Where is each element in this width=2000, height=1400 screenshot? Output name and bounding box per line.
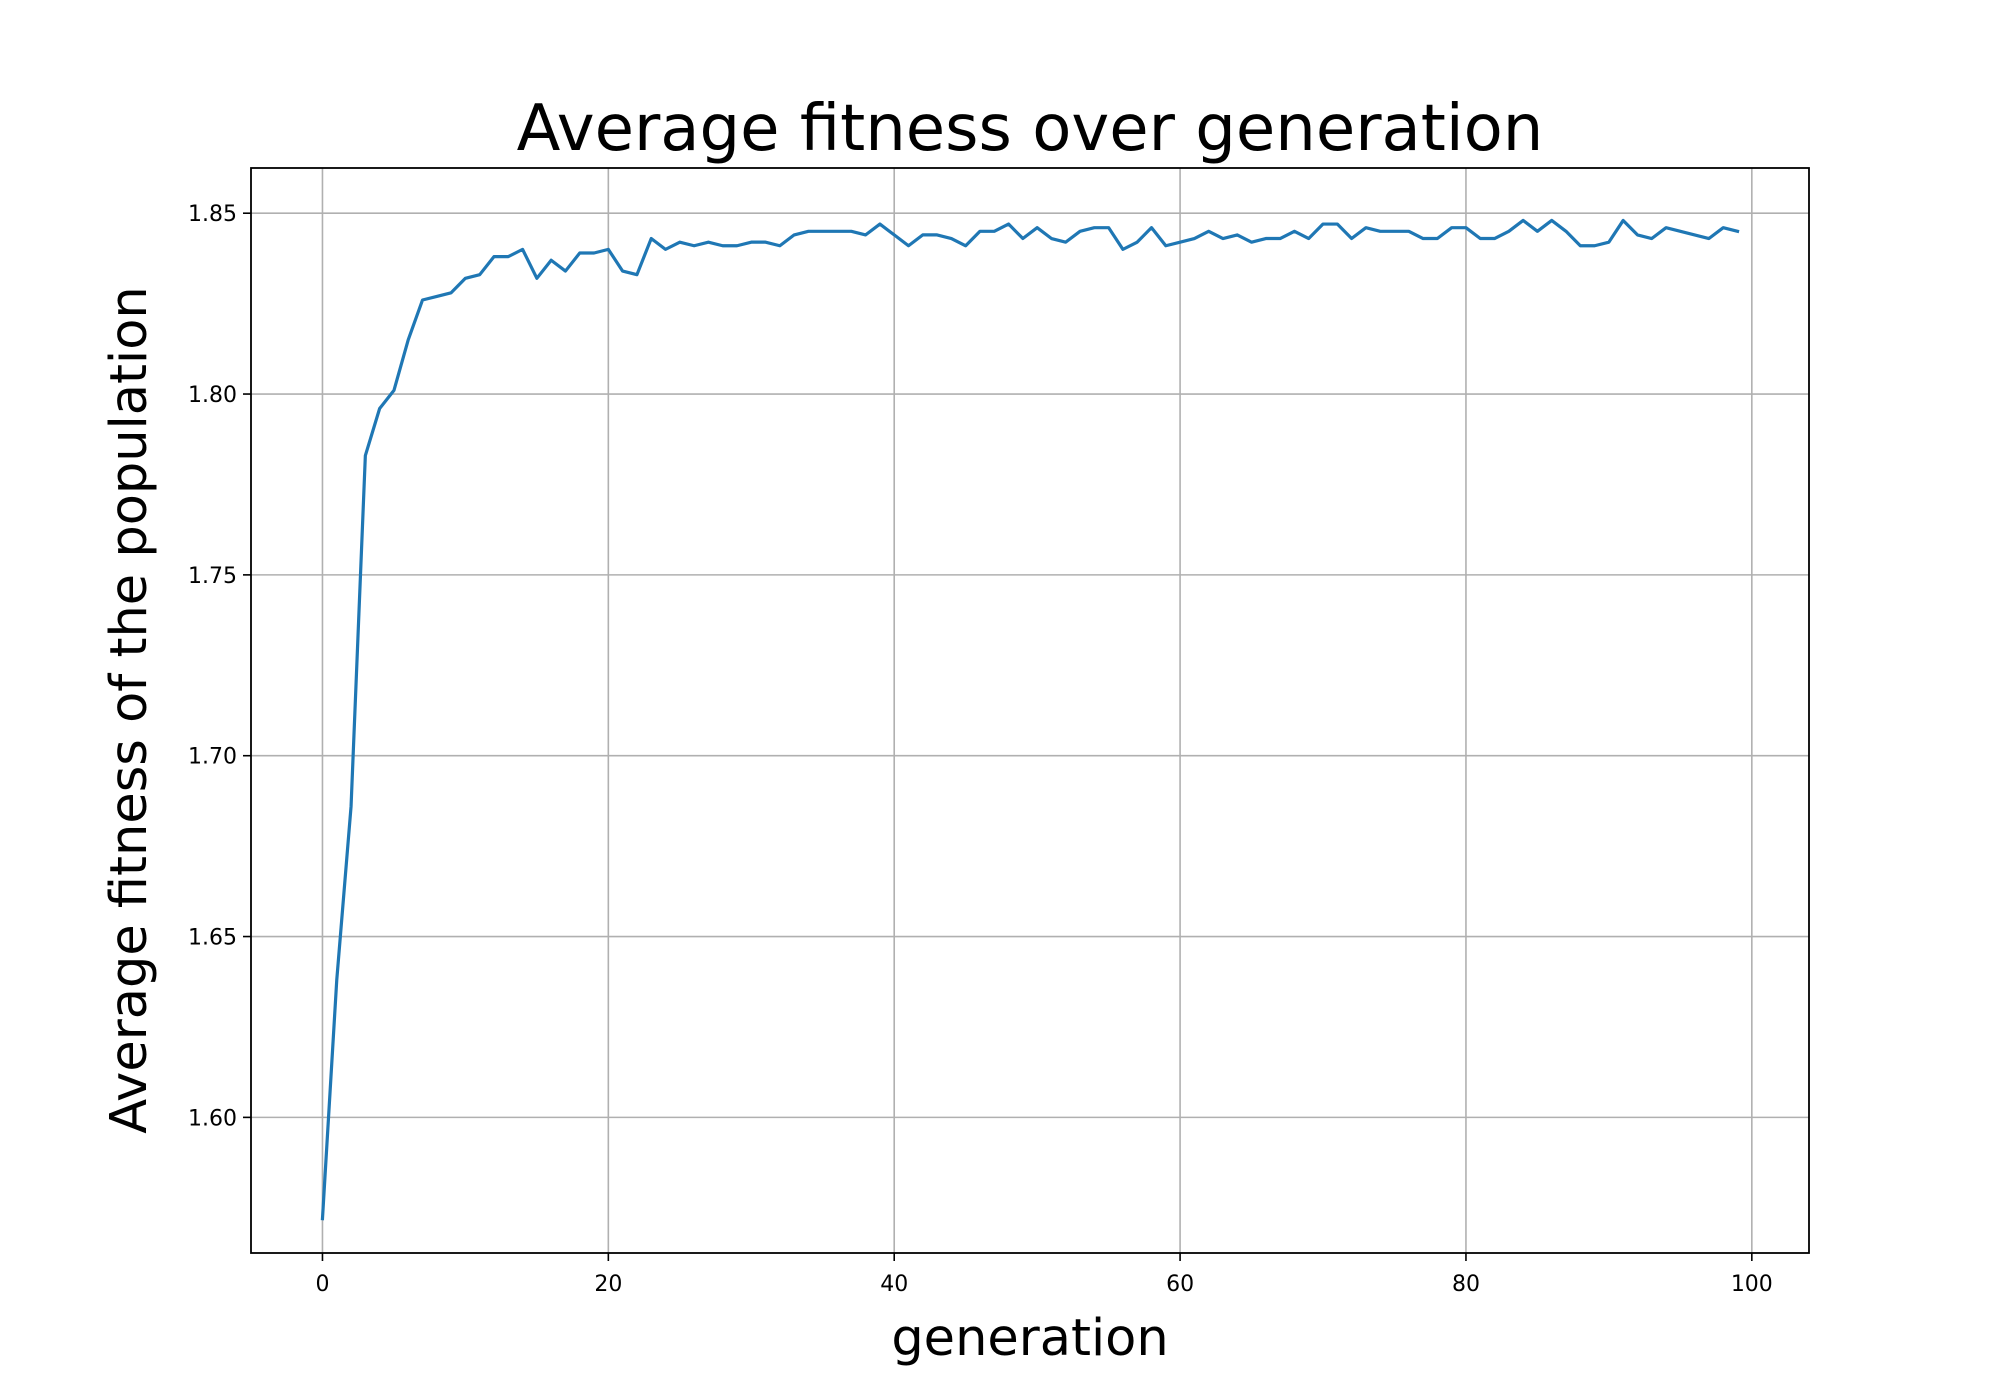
y-tick-label: 1.60	[188, 1106, 237, 1131]
x-tick-label: 0	[315, 1272, 329, 1297]
fitness-line	[320, 218, 1740, 1221]
x-tick-label: 60	[1166, 1272, 1194, 1297]
grid	[251, 168, 1809, 1253]
ticks: 0 20 40 60 80 100 1.60 1.65 1.70 1.75 1.80 1.85	[188, 202, 1773, 1297]
y-tick-label: 1.75	[188, 564, 237, 589]
x-tick-label: 40	[880, 1272, 908, 1297]
series-layer	[320, 218, 1740, 1221]
x-axis-label: generation	[891, 1309, 1168, 1368]
y-tick-label: 1.65	[188, 926, 237, 951]
y-tick-label: 1.85	[188, 202, 237, 227]
plot-area	[251, 168, 1809, 1253]
x-tick-label: 20	[594, 1272, 622, 1297]
plot-frame	[250, 167, 1810, 1254]
y-tick-label: 1.80	[188, 383, 237, 408]
y-axis-label: Average fitness of the population	[100, 286, 159, 1133]
y-tick-label: 1.70	[188, 745, 237, 770]
x-tick-label: 100	[1731, 1272, 1773, 1297]
chart-title: Average fitness over generation	[517, 92, 1544, 166]
x-tick-label: 80	[1452, 1272, 1480, 1297]
